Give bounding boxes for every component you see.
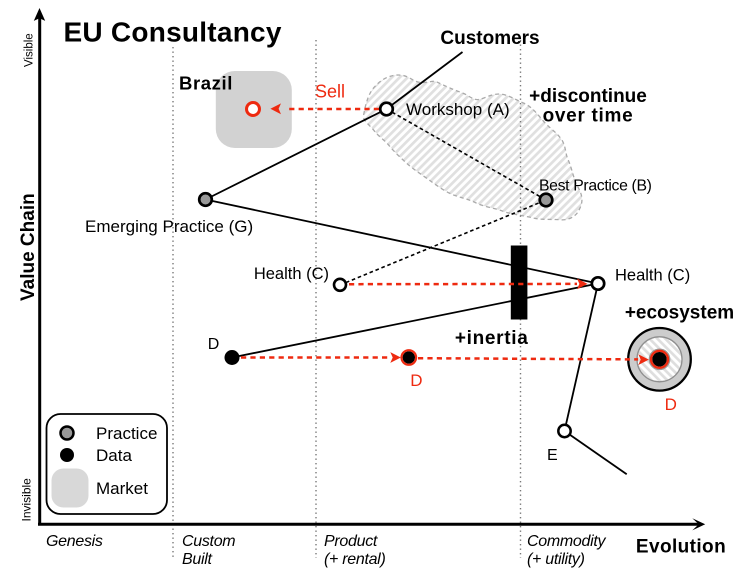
svg-text:Product: Product <box>324 533 378 550</box>
svg-text:D: D <box>665 395 677 414</box>
svg-text:(+ rental): (+ rental) <box>324 551 385 568</box>
svg-text:Sell: Sell <box>315 82 345 102</box>
svg-text:Data: Data <box>96 446 132 465</box>
svg-text:Health (C): Health (C) <box>615 267 690 285</box>
svg-text:Market: Market <box>96 479 148 498</box>
svg-text:(+ utility): (+ utility) <box>527 551 585 568</box>
svg-text:Invisible: Invisible <box>20 478 34 522</box>
svg-text:Value Chain: Value Chain <box>18 193 39 301</box>
svg-text:Customers: Customers <box>440 28 539 49</box>
svg-text:Practice: Practice <box>96 424 157 443</box>
svg-text:Emerging Practice (G): Emerging Practice (G) <box>85 217 253 236</box>
svg-text:D: D <box>208 336 220 353</box>
svg-text:Best Practice (B): Best Practice (B) <box>539 178 652 195</box>
svg-text:Custom: Custom <box>182 533 235 550</box>
svg-text:Health (C): Health (C) <box>254 265 329 283</box>
svg-text:E: E <box>547 447 558 464</box>
svg-text:Built: Built <box>182 551 212 568</box>
svg-text:+discontinue: +discontinue <box>529 86 647 107</box>
svg-text:Genesis: Genesis <box>46 533 103 550</box>
svg-text:Brazil: Brazil <box>179 72 233 93</box>
svg-text:+ecosystem: +ecosystem <box>625 303 734 324</box>
svg-text:Workshop (A): Workshop (A) <box>406 100 510 119</box>
svg-text:D: D <box>410 371 422 390</box>
svg-text:Evolution: Evolution <box>636 537 726 558</box>
svg-text:EU Consultancy: EU Consultancy <box>64 17 282 48</box>
svg-text:Commodity: Commodity <box>527 533 607 550</box>
svg-text:+inertia: +inertia <box>455 328 529 349</box>
svg-text:over time: over time <box>543 106 634 127</box>
svg-text:Visible: Visible <box>24 33 36 67</box>
